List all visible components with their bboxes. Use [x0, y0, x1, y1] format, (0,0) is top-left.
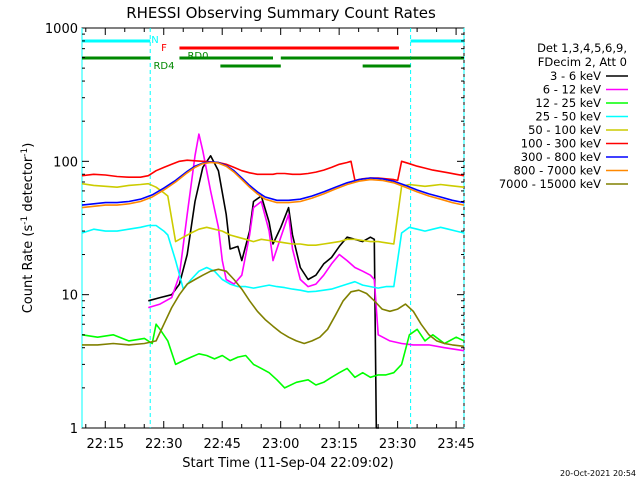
y-axis-label: Count Rate (s-1 detector-1) — [20, 143, 36, 314]
series-line-1 — [148, 155, 379, 429]
legend-label: 12 - 25 keV — [535, 96, 601, 110]
y-axis-label-sup1: -1 — [20, 216, 30, 225]
y-tick-label: 10 — [61, 289, 78, 304]
legend-header-line2: FDecim 2, Att 0 — [538, 55, 627, 69]
legend-label: 7000 - 15000 keV — [499, 177, 601, 191]
y-tick-label: 1 — [70, 422, 78, 437]
flag-label-n: N — [151, 35, 158, 46]
x-tick-label: 22:30 — [145, 437, 182, 452]
y-tick-label: 1000 — [45, 22, 78, 37]
legend-label: 3 - 6 keV — [550, 69, 601, 83]
y-axis: 1 10 100 1000 — [45, 22, 464, 437]
series-line-8 — [81, 161, 465, 209]
x-tick-label: 23:00 — [262, 437, 299, 452]
generation-timestamp: 20-Oct-2021 20:54 — [560, 469, 636, 478]
series-line-2 — [148, 133, 465, 352]
y-axis-label-sup2: -1 — [20, 148, 30, 157]
y-tick-label: 100 — [53, 155, 78, 170]
series-line-5 — [81, 182, 465, 246]
legend: Det 1,3,4,5,6,9, FDecim 2, Att 0 3 - 6 k… — [499, 41, 628, 191]
legend-label: 300 - 800 keV — [521, 150, 601, 164]
series-line-7 — [81, 161, 465, 206]
y-axis-label-part2: detector — [21, 156, 36, 216]
x-tick-label: 23:15 — [320, 437, 357, 452]
x-tick-label: 23:30 — [379, 437, 416, 452]
flag-bars: NF RD0 RD4 — [82, 35, 464, 72]
data-series — [81, 133, 465, 429]
legend-header-line1: Det 1,3,4,5,6,9, — [537, 41, 627, 55]
legend-label: 50 - 100 keV — [528, 123, 601, 137]
chart-title: RHESSI Observing Summary Count Rates — [126, 4, 436, 22]
flag-label-rd0: RD0 — [187, 51, 208, 62]
x-tick-label: 23:45 — [437, 437, 474, 452]
x-tick-label: 22:45 — [203, 437, 240, 452]
legend-label: 100 - 300 keV — [521, 137, 601, 151]
legend-label: 800 - 7000 keV — [513, 164, 601, 178]
flag-label-f: F — [161, 43, 167, 54]
series-line-9 — [82, 268, 465, 348]
legend-label: 6 - 12 keV — [543, 83, 601, 97]
x-axis-label: Start Time (11-Sep-04 22:09:02) — [182, 456, 393, 471]
flag-label-rd4: RD4 — [153, 61, 174, 72]
series-line-6 — [81, 159, 465, 182]
x-axis: 22:15 22:30 22:45 23:00 23:15 23:30 23:45 — [85, 28, 475, 452]
legend-label: 25 - 50 keV — [535, 110, 601, 124]
x-tick-label: 22:15 — [87, 437, 124, 452]
y-axis-label-part1: Count Rate (s — [21, 225, 36, 314]
series-line-4 — [81, 224, 465, 293]
y-axis-label-part3: ) — [21, 143, 36, 148]
series-line-3 — [81, 323, 465, 389]
